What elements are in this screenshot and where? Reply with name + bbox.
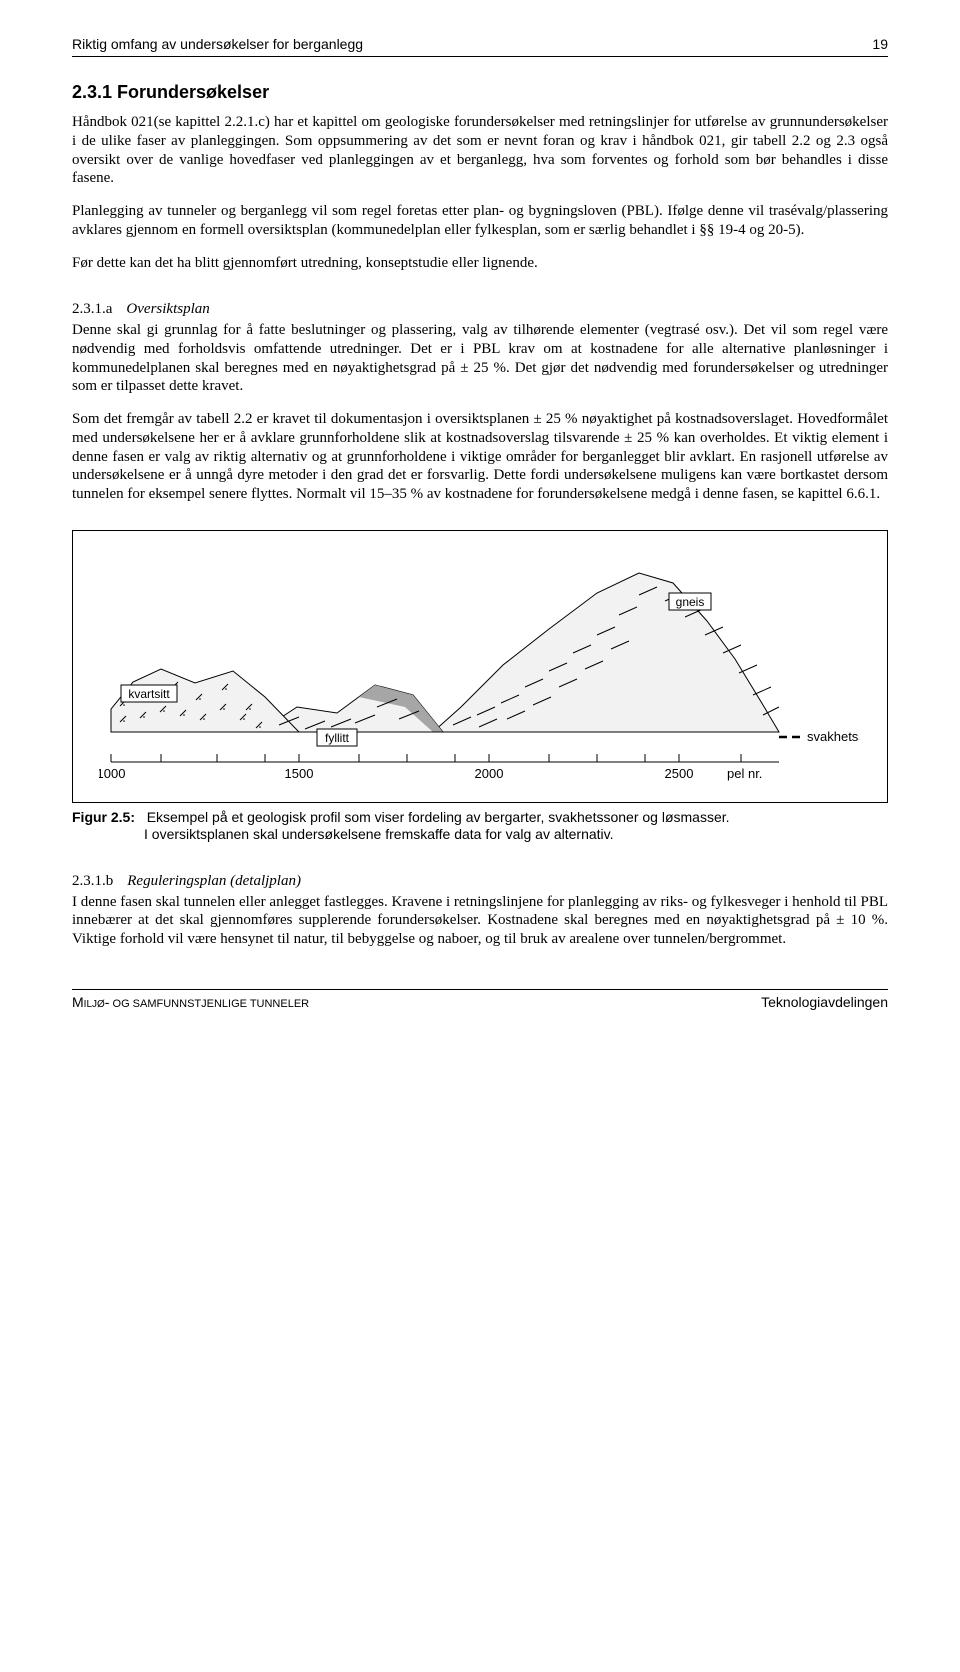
svg-text:2000: 2000 (475, 766, 504, 781)
figure-caption: Figur 2.5: Eksempel på et geologisk prof… (72, 809, 888, 844)
geologic-profile-svg: 1000 1500 2000 2500 pel nr. gneis kvartsitt fyl… (99, 557, 859, 782)
figure-caption-label: Figur 2.5: (72, 809, 135, 825)
subheading-a-title: Oversiktsplan (126, 301, 209, 317)
subheading-a: 2.3.1.a Oversiktsplan (72, 300, 888, 319)
subheading-a-num: 2.3.1.a (72, 301, 112, 317)
running-header: Riktig omfang av undersøkelser for berga… (72, 36, 888, 54)
header-title: Riktig omfang av undersøkelser for berga… (72, 36, 363, 54)
footer-left-small: Miljø- (72, 994, 109, 1010)
para-2: Planlegging av tunneler og berganlegg vi… (72, 202, 888, 240)
figure-caption-text-1: Eksempel på et geologisk profil som vise… (147, 809, 730, 825)
svg-text:2500: 2500 (665, 766, 694, 781)
footer-left: Miljø- og samfunnstjenlige tunneler (72, 994, 309, 1012)
svg-text:1500: 1500 (285, 766, 314, 781)
subheading-b-title: Reguleringsplan (detaljplan) (127, 873, 301, 889)
svg-text:svakhetssone: svakhetssone (807, 729, 859, 744)
footer-right: Teknologiavdelingen (761, 994, 888, 1012)
header-rule (72, 56, 888, 57)
svg-text:pel nr.: pel nr. (727, 766, 762, 781)
svg-text:fyllitt: fyllitt (325, 731, 350, 745)
para-1: Håndbok 021(se kapittel 2.2.1.c) har et … (72, 113, 888, 188)
figure-caption-text-2: I oversiktsplanen skal undersøkelsene fr… (72, 826, 888, 844)
footer-rule (72, 989, 888, 990)
svg-text:gneis: gneis (676, 595, 705, 609)
subheading-b: 2.3.1.b Reguleringsplan (detaljplan) (72, 872, 888, 891)
section-heading: 2.3.1 Forundersøkelser (72, 81, 888, 104)
running-footer: Miljø- og samfunnstjenlige tunneler Tekn… (72, 994, 888, 1012)
header-page-number: 19 (872, 36, 888, 54)
svg-text:kvartsitt: kvartsitt (128, 687, 170, 701)
footer-left-rest: og samfunnstjenlige tunneler (109, 998, 309, 1010)
para-3: Før dette kan det ha blitt gjennomført u… (72, 254, 888, 273)
svg-text:1000: 1000 (99, 766, 125, 781)
figure-container: 1000 1500 2000 2500 pel nr. gneis kvartsitt fyl… (72, 530, 888, 803)
sub-a-para-1: Denne skal gi grunnlag for å fatte beslu… (72, 321, 888, 396)
subheading-b-num: 2.3.1.b (72, 873, 113, 889)
sub-b-para-1: I denne fasen skal tunnelen eller anlegg… (72, 893, 888, 949)
sub-a-para-2: Som det fremgår av tabell 2.2 er kravet … (72, 410, 888, 504)
